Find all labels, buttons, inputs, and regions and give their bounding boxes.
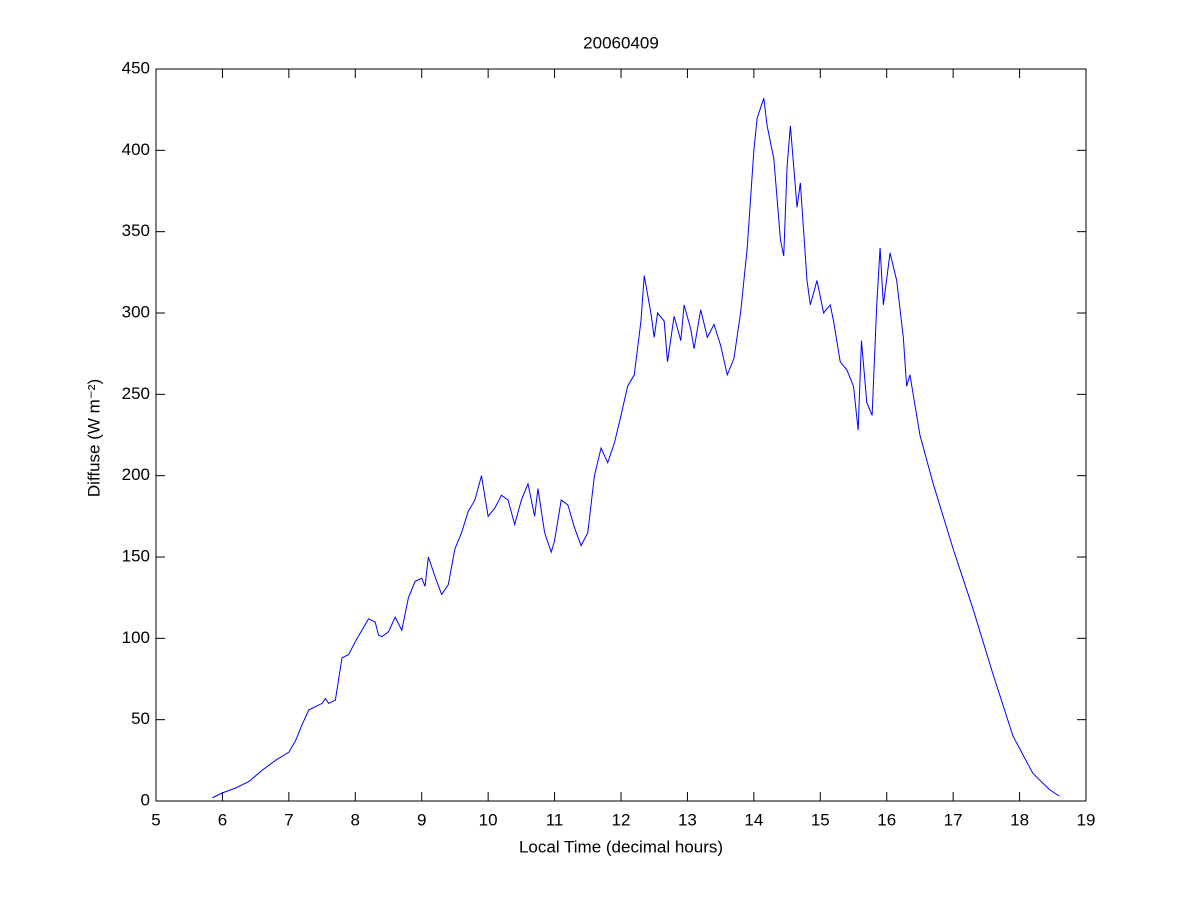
x-tick-label: 14 bbox=[744, 810, 763, 829]
x-tick-label: 17 bbox=[944, 810, 963, 829]
x-tick-label: 19 bbox=[1077, 810, 1096, 829]
chart-title: 20060409 bbox=[583, 33, 659, 52]
x-tick-label: 15 bbox=[811, 810, 830, 829]
x-axis-label: Local Time (decimal hours) bbox=[519, 837, 723, 856]
y-tick-label: 100 bbox=[122, 628, 150, 647]
x-tick-label: 6 bbox=[218, 810, 227, 829]
x-tick-label: 9 bbox=[417, 810, 426, 829]
data-line bbox=[212, 98, 1060, 799]
x-tick-label: 12 bbox=[612, 810, 631, 829]
x-tick-label: 10 bbox=[479, 810, 498, 829]
x-tick-label: 18 bbox=[1010, 810, 1029, 829]
y-tick-label: 0 bbox=[141, 790, 150, 809]
y-tick-label: 200 bbox=[122, 465, 150, 484]
y-tick-label: 300 bbox=[122, 302, 150, 321]
x-tick-label: 5 bbox=[151, 810, 160, 829]
x-tick-label: 13 bbox=[678, 810, 697, 829]
y-tick-label: 400 bbox=[122, 140, 150, 159]
y-tick-label: 50 bbox=[131, 709, 150, 728]
x-tick-label: 8 bbox=[351, 810, 360, 829]
y-tick-label: 250 bbox=[122, 384, 150, 403]
y-axis-label: Diffuse (W m⁻²) bbox=[84, 379, 103, 497]
x-tick-label: 7 bbox=[284, 810, 293, 829]
x-tick-label: 11 bbox=[546, 810, 564, 829]
y-tick-label: 150 bbox=[122, 546, 150, 565]
x-tick-label: 16 bbox=[877, 810, 896, 829]
y-tick-label: 450 bbox=[122, 58, 150, 77]
y-tick-label: 350 bbox=[122, 221, 150, 240]
